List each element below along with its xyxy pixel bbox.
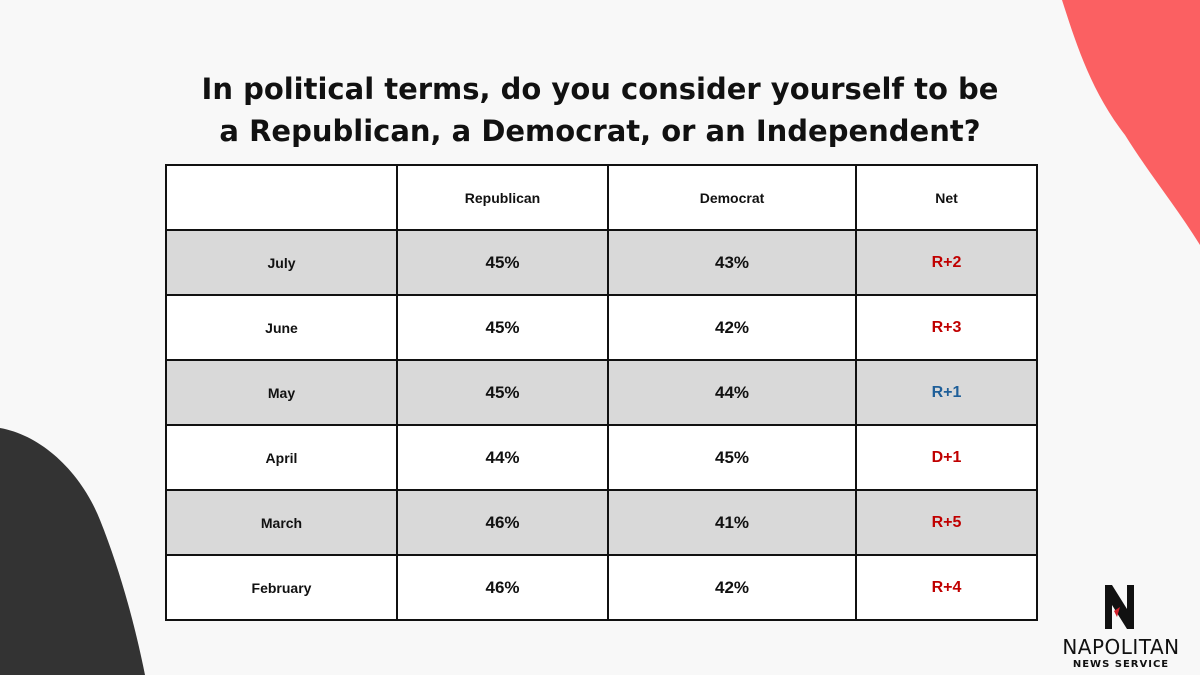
table-row: June 45% 42% R+3 bbox=[165, 294, 1038, 361]
democrat-cell: 41% bbox=[607, 489, 857, 556]
month-cell: March bbox=[165, 489, 398, 556]
napolitan-n-eagle-icon bbox=[1105, 585, 1134, 629]
net-cell: D+1 bbox=[855, 424, 1038, 491]
month-cell: July bbox=[165, 229, 398, 296]
table-row: April 44% 45% D+1 bbox=[165, 424, 1038, 491]
napolitan-logo: NAPOLITAN NEWS SERVICE bbox=[1050, 583, 1200, 675]
democrat-cell: 43% bbox=[607, 229, 857, 296]
republican-cell: 45% bbox=[396, 359, 609, 426]
table-row: March 46% 41% R+5 bbox=[165, 489, 1038, 556]
net-cell: R+5 bbox=[855, 489, 1038, 556]
table-header-row: Republican Democrat Net bbox=[165, 164, 1038, 231]
democrat-cell: 45% bbox=[607, 424, 857, 491]
republican-cell: 44% bbox=[396, 424, 609, 491]
column-header-net: Net bbox=[855, 164, 1038, 231]
net-cell: R+1 bbox=[855, 359, 1038, 426]
republican-cell: 45% bbox=[396, 294, 609, 361]
logo-name: NAPOLITAN bbox=[1062, 635, 1180, 659]
republican-cell: 45% bbox=[396, 229, 609, 296]
month-cell: May bbox=[165, 359, 398, 426]
democrat-cell: 42% bbox=[607, 554, 857, 621]
column-header-democrat: Democrat bbox=[607, 164, 857, 231]
net-cell: R+4 bbox=[855, 554, 1038, 621]
column-header-republican: Republican bbox=[396, 164, 609, 231]
chart-title: In political terms, do you consider your… bbox=[0, 68, 1200, 152]
table-row: February 46% 42% R+4 bbox=[165, 554, 1038, 621]
column-header-empty bbox=[165, 164, 398, 231]
republican-cell: 46% bbox=[396, 554, 609, 621]
month-cell: April bbox=[165, 424, 398, 491]
month-cell: February bbox=[165, 554, 398, 621]
republican-cell: 46% bbox=[396, 489, 609, 556]
table-row: July 45% 43% R+2 bbox=[165, 229, 1038, 296]
democrat-cell: 44% bbox=[607, 359, 857, 426]
democrat-cell: 42% bbox=[607, 294, 857, 361]
month-cell: June bbox=[165, 294, 398, 361]
logo-subtitle: NEWS SERVICE bbox=[1072, 659, 1170, 670]
poll-table: Republican Democrat Net July 45% 43% R+2… bbox=[165, 164, 1038, 621]
net-cell: R+3 bbox=[855, 294, 1038, 361]
table-row: May 45% 44% R+1 bbox=[165, 359, 1038, 426]
net-cell: R+2 bbox=[855, 229, 1038, 296]
dark-blob bbox=[0, 428, 145, 675]
title-line-2: a Republican, a Democrat, or an Independ… bbox=[219, 114, 981, 148]
title-line-1: In political terms, do you consider your… bbox=[201, 72, 999, 106]
